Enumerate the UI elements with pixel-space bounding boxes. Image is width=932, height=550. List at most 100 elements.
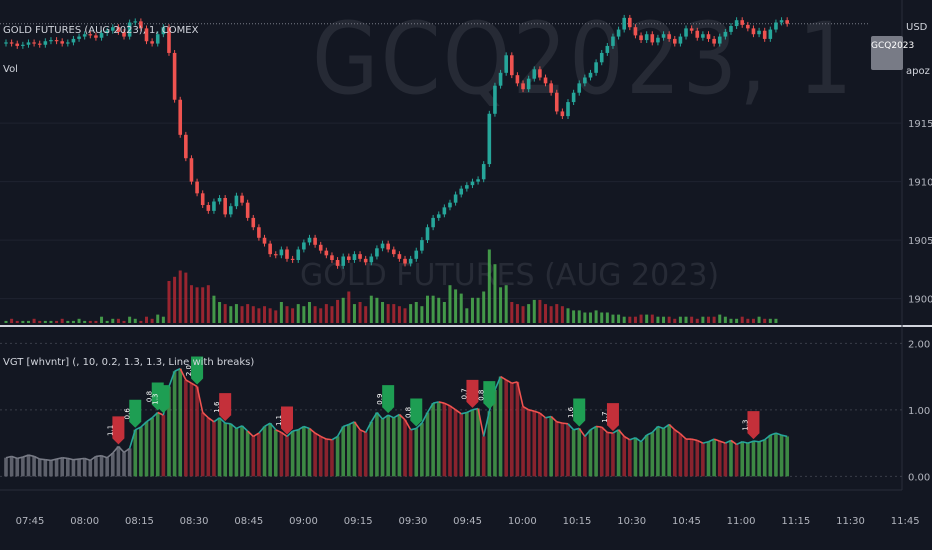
oscillator-bar bbox=[453, 409, 458, 477]
candle-body bbox=[476, 179, 480, 182]
volume-bar bbox=[386, 304, 390, 323]
oscillator-line-segment bbox=[410, 427, 417, 431]
oscillator-line-segment bbox=[438, 401, 445, 404]
currency-label[interactable]: USD bbox=[906, 22, 928, 33]
candle-body bbox=[779, 20, 784, 23]
candle-body bbox=[391, 249, 396, 255]
oscillator-line-segment bbox=[573, 427, 580, 431]
oscillator-line-segment bbox=[725, 439, 732, 444]
volume-bar bbox=[746, 318, 750, 323]
volume-bar bbox=[234, 304, 238, 323]
oscillator-bar bbox=[341, 426, 345, 477]
oscillator-line-segment bbox=[213, 417, 221, 423]
time-tick-label: 10:45 bbox=[672, 516, 701, 527]
marker-flag bbox=[747, 411, 760, 440]
oscillator-line-segment bbox=[607, 431, 614, 434]
volume-bar bbox=[375, 297, 379, 323]
volume-bar bbox=[397, 306, 401, 323]
oscillator-bar bbox=[391, 417, 396, 477]
marker-flag bbox=[157, 385, 170, 414]
candle-body bbox=[644, 34, 649, 41]
candle-body bbox=[307, 237, 312, 243]
apoz-label: apoz bbox=[906, 66, 930, 77]
indicator-legend[interactable]: VGT [whvntr] (, 10, 0.2, 1.3, 1.3, Line … bbox=[3, 357, 255, 368]
oscillator-line-segment bbox=[545, 415, 552, 419]
oscillator-line-segment bbox=[336, 426, 344, 437]
volume-bar bbox=[735, 318, 739, 323]
volume-legend[interactable]: Vol bbox=[3, 64, 18, 75]
volume-bar bbox=[358, 302, 362, 323]
oscillator-line-segment bbox=[753, 440, 760, 443]
candle-body bbox=[251, 217, 256, 228]
oscillator-line-segment bbox=[702, 440, 709, 444]
oscillator-line-segment bbox=[297, 425, 305, 431]
oscillator-bar bbox=[37, 459, 42, 477]
oscillator-bar bbox=[358, 429, 362, 477]
oscillator-line-segment bbox=[421, 412, 429, 424]
oscillator-bar bbox=[290, 431, 295, 477]
oscillator-line-segment bbox=[567, 423, 575, 431]
volume-bar bbox=[150, 318, 154, 323]
volume-bar bbox=[695, 318, 699, 323]
oscillator-bar bbox=[667, 424, 671, 477]
volume-bar bbox=[15, 320, 19, 323]
sell-marker: 1.1 bbox=[106, 416, 125, 445]
oscillator-bar bbox=[639, 441, 643, 477]
candle-body bbox=[532, 69, 537, 79]
candle-body bbox=[369, 256, 374, 263]
candle-body bbox=[144, 28, 149, 42]
oscillator-bar bbox=[318, 436, 323, 477]
candle-body bbox=[234, 195, 239, 207]
volume-bar bbox=[470, 297, 474, 323]
price-tick-label: 1915.0 bbox=[908, 119, 932, 130]
oscillator-bar bbox=[234, 428, 239, 477]
volume-bar bbox=[690, 316, 694, 323]
oscillator-line-segment bbox=[157, 411, 164, 416]
oscillator-bar bbox=[436, 401, 441, 477]
oscillator-bar bbox=[21, 457, 25, 477]
volume-bar bbox=[499, 287, 503, 323]
oscillator-bar bbox=[386, 415, 390, 477]
oscillator-bar bbox=[133, 429, 138, 477]
volume-bar bbox=[291, 308, 295, 323]
volume-bar bbox=[156, 314, 160, 323]
marker-label: 1.6 bbox=[213, 401, 221, 413]
candle-body bbox=[268, 243, 272, 255]
oscillator-line-segment bbox=[534, 410, 541, 414]
volume-bar bbox=[600, 312, 604, 323]
symbol-legend[interactable]: GOLD FUTURES (AUG 2023), 1, COMEX bbox=[3, 25, 199, 36]
oscillator-bar bbox=[459, 413, 464, 477]
oscillator-bar bbox=[695, 440, 700, 477]
oscillator-line-segment bbox=[747, 440, 754, 444]
oscillator-bar bbox=[397, 414, 402, 477]
time-tick-label: 08:15 bbox=[125, 516, 154, 527]
oscillator-bar bbox=[94, 456, 98, 477]
candle-body bbox=[493, 85, 497, 114]
candle-body bbox=[363, 258, 368, 263]
time-tick-label: 07:45 bbox=[16, 516, 45, 527]
volume-bar bbox=[662, 316, 666, 323]
volume-bar bbox=[707, 316, 710, 323]
volume-bar bbox=[263, 306, 267, 323]
marker-label: 0.8 bbox=[477, 390, 485, 401]
oscillator-line-segment bbox=[11, 455, 18, 460]
candle-body bbox=[639, 35, 643, 41]
oscillator-line-segment bbox=[269, 422, 277, 431]
oscillator-line-segment bbox=[617, 429, 625, 437]
oscillator-bar bbox=[285, 436, 289, 477]
oscillator-line-segment bbox=[781, 434, 788, 438]
marker-label: 0.7 bbox=[460, 388, 468, 399]
candle-body bbox=[347, 256, 351, 260]
volume-bar bbox=[515, 304, 519, 323]
oscillator-line-segment bbox=[348, 421, 355, 426]
oscillator-bar bbox=[566, 423, 570, 477]
oscillator-bar bbox=[762, 439, 767, 477]
volume-bar bbox=[195, 287, 199, 323]
oscillator-bar bbox=[554, 421, 559, 477]
oscillator-line-segment bbox=[314, 432, 322, 438]
candle-body bbox=[127, 22, 132, 37]
time-tick-label: 08:45 bbox=[234, 516, 263, 527]
volume-bar bbox=[718, 314, 722, 323]
